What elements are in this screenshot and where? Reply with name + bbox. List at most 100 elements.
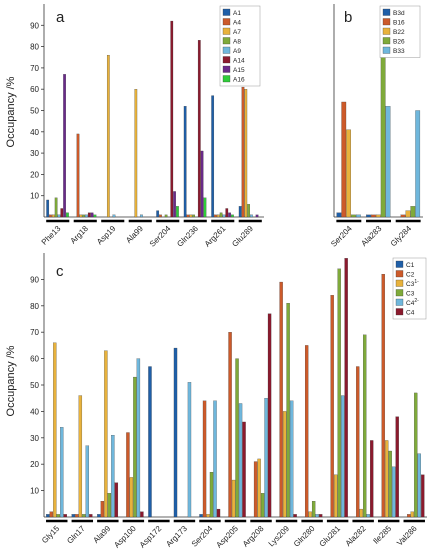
bar-ala99-a9	[140, 214, 143, 218]
legend-swatch	[222, 18, 231, 26]
bar-gln236-a8	[192, 214, 195, 218]
bar-gln17-c4	[89, 514, 93, 518]
bar-phe13-a15	[63, 74, 66, 218]
bar-arg18-a7	[79, 214, 83, 218]
x-tick-label: Ala99	[91, 524, 112, 545]
bar-asp100-c3	[133, 376, 137, 518]
bar-gly15-c4	[63, 514, 67, 518]
legend-superscript: 2-	[414, 298, 419, 304]
bar-asp205-c2	[228, 332, 232, 518]
legend-swatch	[395, 298, 404, 306]
bar-ser204-c3	[209, 471, 214, 518]
bar-ala283-b22	[375, 214, 381, 218]
bar-gln236-a7	[189, 214, 193, 218]
x-tick-label: Gln236	[175, 224, 200, 249]
bar-asp100-c2	[126, 432, 130, 518]
bar-ala282-c2	[356, 366, 360, 518]
bar-arg173-c4-ion	[187, 382, 192, 518]
y-tick-label: 70	[30, 328, 39, 337]
bar-ile285-c2	[381, 273, 385, 518]
bar-arg208-c2	[253, 461, 258, 518]
bar-val286-c4-ion	[417, 453, 421, 518]
bar-phe13-a14	[60, 208, 64, 218]
legend-swatch	[382, 18, 391, 26]
bar-ser204-b16	[341, 101, 347, 218]
bar-gly284-b33	[415, 110, 421, 218]
panel-letter: a	[56, 9, 65, 26]
bar-arg208-c3	[260, 493, 265, 518]
bar-ala99-c4	[114, 482, 119, 518]
bar-ser204-a16	[176, 206, 179, 218]
bar-asp19-a9	[112, 214, 116, 218]
y-tick-label: 80	[30, 43, 39, 52]
bar-val286-c4	[421, 474, 425, 518]
legend-swatch	[395, 308, 404, 316]
bar-lys209-c3-ion	[282, 411, 287, 518]
bar-gln17-c4-ion	[85, 445, 90, 518]
bar-phe13-a4	[49, 214, 52, 218]
legend-entry: A9	[233, 48, 241, 55]
bar-glu289-a4	[241, 86, 245, 218]
y-tick-label: 90	[30, 275, 39, 284]
legend-entry: C42-	[406, 298, 419, 307]
bar-lys209-c4-ion	[289, 400, 294, 518]
bar-asp100-c3-ion	[129, 477, 134, 518]
legend-swatch	[222, 56, 231, 64]
bar-ala283-b33	[385, 106, 391, 218]
bar-glu281-c2	[330, 295, 334, 518]
legend-entry: A4	[233, 20, 241, 27]
legend-swatch	[382, 27, 391, 35]
x-tick-label: Phe13	[40, 224, 63, 247]
bar-val286-c3-ion	[410, 511, 414, 518]
bar-ser204-c2	[202, 400, 207, 518]
bar-ser204-a8	[164, 214, 168, 218]
legend-swatch	[395, 270, 404, 278]
legend-entry: C31-	[406, 279, 419, 288]
bar-lys209-c3	[286, 303, 290, 518]
bar-glu289-a9	[250, 214, 253, 218]
y-tick-label: 10	[30, 487, 39, 496]
bar-gln236-a14	[197, 40, 201, 218]
bar-ala282-c4-ion	[366, 514, 370, 518]
legend-entry: B22	[393, 29, 405, 36]
bar-arg208-c3-ion	[257, 458, 261, 518]
x-tick-label: Arg173	[164, 524, 189, 549]
bar-ala99-c3-ion	[104, 350, 108, 518]
legend-swatch	[222, 46, 231, 54]
bar-ser204-b33	[356, 214, 361, 218]
bar-glu281-c4-ion	[340, 395, 345, 518]
bar-ser204-c4-ion	[213, 400, 217, 518]
bar-arg261-a7	[216, 214, 220, 218]
panel-b-chart: b Ser204 Ala283 Gly284 B3d B16 B22 B26 B33	[329, 4, 423, 249]
bar-asp100-c4	[140, 511, 144, 518]
bar-arg261-a16	[231, 214, 234, 218]
bar-gly284-b26	[410, 206, 416, 218]
y-tick-label: 60	[30, 85, 39, 94]
bar-ser204-c1	[199, 514, 203, 518]
x-tick-label: Glu289	[230, 224, 255, 249]
bar-val286-c3	[414, 392, 418, 518]
x-tick-label: Arg208	[241, 524, 266, 549]
bar-asp205-c4	[242, 421, 246, 518]
bar-gln236-a4	[186, 214, 190, 218]
bar-gln17-c2	[75, 514, 79, 518]
bar-gly15-c4-ion	[60, 427, 64, 518]
bar-lys209-c2	[279, 281, 283, 518]
x-tick-label: Lys209	[267, 524, 292, 549]
legend-entry: A14	[233, 58, 245, 65]
y-axis-label: Occupancy /%	[5, 345, 17, 416]
legend-entry: A8	[233, 39, 241, 46]
bar-ala99-c3	[107, 493, 112, 518]
bar-arg18-a4	[76, 133, 80, 218]
legend-swatch	[222, 8, 231, 16]
bar-glu289-a15	[255, 214, 259, 218]
y-tick-label: 80	[30, 302, 39, 311]
bar-gln280-c4	[318, 514, 323, 518]
panel-letter: c	[56, 263, 64, 280]
bar-phe13-a8	[54, 197, 58, 218]
bar-gln17-c3-ion	[78, 395, 83, 518]
bar-ile285-c3	[388, 450, 392, 518]
x-tick-label: Gly284	[389, 224, 414, 249]
bar-ala99-c2	[100, 501, 105, 518]
legend-superscript: 1-	[414, 279, 419, 285]
